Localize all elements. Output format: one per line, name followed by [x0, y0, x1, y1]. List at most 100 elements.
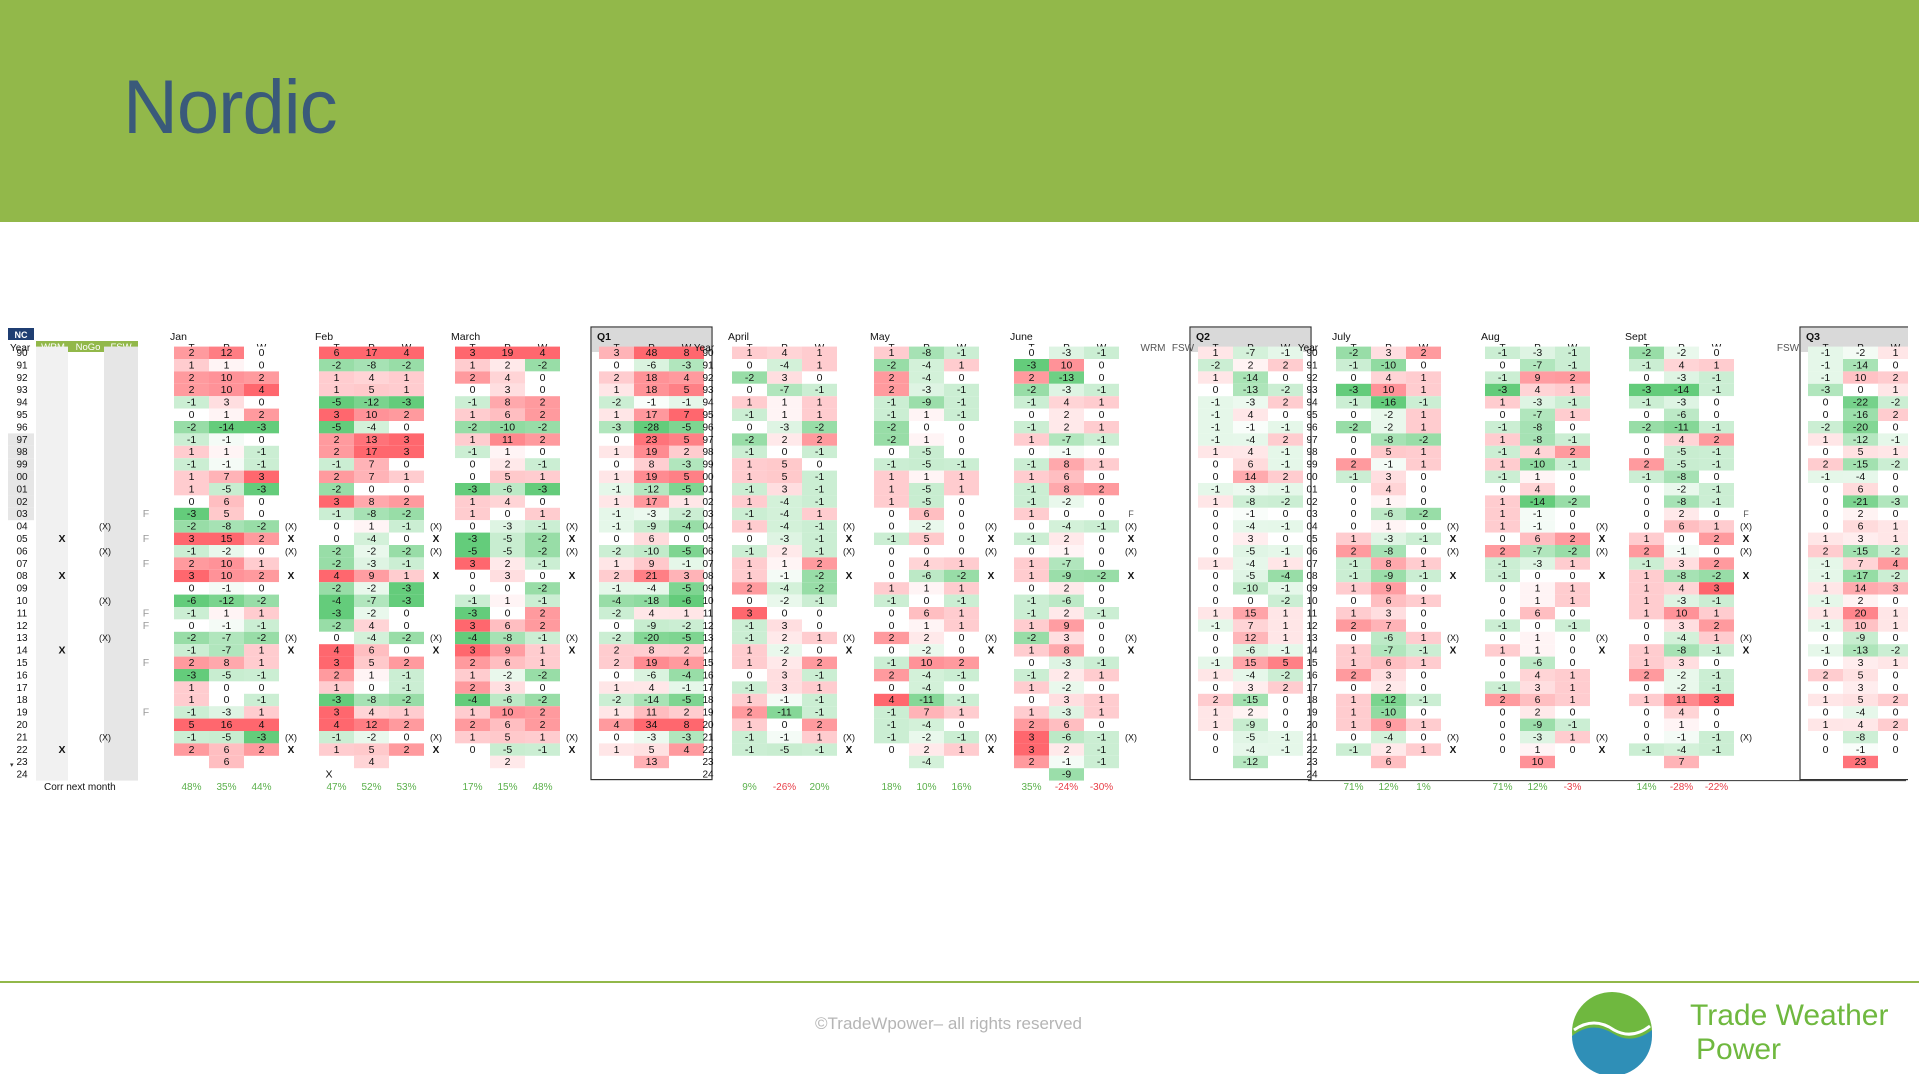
cell-value: 1	[1714, 632, 1720, 644]
heat-cell	[1049, 594, 1084, 607]
cell-value: 2	[614, 570, 620, 582]
cell-value: -2	[538, 533, 547, 545]
heat-cell	[490, 718, 525, 731]
cell-value: -1	[187, 707, 196, 719]
heat-cell	[944, 706, 979, 719]
heat-cell	[174, 359, 209, 372]
cell-value: 0	[1500, 707, 1506, 719]
cell-value: 8	[224, 657, 230, 669]
cell-value: -12	[644, 483, 659, 495]
heat-cell	[669, 631, 704, 645]
heat-cell	[319, 458, 354, 471]
heat-cell	[1485, 383, 1520, 397]
heat-cell	[1843, 346, 1878, 359]
heat-cell	[1520, 507, 1555, 521]
heat-cell	[1629, 731, 1664, 744]
heat-cell	[525, 631, 560, 645]
cell-value: -2	[1027, 384, 1036, 396]
heat-cell	[874, 569, 909, 583]
cell-value: 0	[540, 372, 546, 384]
cell-value: 3	[505, 570, 511, 582]
heat-cell	[244, 470, 279, 483]
cell-value: 0	[924, 545, 930, 557]
heat-cell	[1014, 396, 1049, 409]
year-label: 20	[16, 720, 28, 731]
month-mark: (X)	[566, 546, 578, 556]
heat-cell	[1371, 383, 1406, 397]
heat-cell	[1014, 582, 1049, 595]
year-label: 10	[702, 596, 714, 607]
cell-value: 0	[224, 682, 230, 694]
cell-value: 2	[1064, 409, 1070, 421]
cell-value: -6	[1062, 731, 1071, 743]
heat-cell	[944, 396, 979, 409]
heat-cell	[767, 631, 802, 645]
cell-value: 1	[1570, 409, 1576, 421]
month-name-q3: Q3	[1806, 331, 1820, 343]
month-mark: (X)	[566, 522, 578, 532]
cell-value: -1	[1349, 397, 1358, 409]
cell-value: 0	[889, 607, 895, 619]
cell-value: 4	[889, 694, 895, 706]
heat-cell	[244, 693, 279, 707]
heat-cell	[1555, 371, 1590, 384]
heat-cell	[1268, 731, 1303, 744]
heat-cell	[1084, 545, 1119, 558]
cell-value: 0	[614, 434, 620, 446]
cell-value: 6	[1064, 719, 1070, 731]
heat-cell	[1233, 718, 1268, 731]
heat-cell	[802, 483, 837, 496]
heat-cell	[732, 569, 767, 583]
heat-cell	[1014, 421, 1049, 434]
heat-cell	[669, 383, 704, 397]
cell-value: -2	[538, 583, 547, 595]
cell-value: 1	[540, 645, 546, 657]
heat-cell	[174, 346, 209, 359]
cell-value: -1	[1211, 409, 1220, 421]
cell-value: 0	[1283, 372, 1289, 384]
cell-value: -3	[1027, 359, 1036, 371]
heat-cell	[209, 470, 244, 483]
cell-value: -7	[1062, 558, 1071, 570]
heat-cell	[1664, 408, 1699, 421]
heat-cell	[669, 433, 704, 446]
cell-value: 1	[259, 657, 265, 669]
month-mark: (X)	[1447, 522, 1459, 532]
cell-value: 6	[1248, 459, 1254, 471]
heat-cell	[1699, 520, 1734, 533]
heat-cell	[1233, 755, 1268, 769]
heat-cell	[490, 656, 525, 669]
heat-cell	[767, 569, 802, 583]
heat-cell	[732, 582, 767, 595]
cell-value: -3	[187, 669, 196, 681]
cell-value: 0	[1644, 446, 1650, 458]
year-label: 07	[1306, 559, 1318, 570]
cell-value: -5	[922, 483, 931, 495]
heat-cell	[1629, 470, 1664, 483]
heat-cell	[1699, 644, 1734, 657]
corr-value: 53%	[396, 782, 416, 793]
year-label: 95	[702, 410, 714, 421]
cell-value: 17	[646, 496, 658, 508]
heat-cell	[1843, 607, 1878, 620]
heat-cell	[909, 569, 944, 583]
cell-value: -1	[1419, 397, 1428, 409]
cell-value: -1	[957, 384, 966, 396]
corr-value: 17%	[462, 782, 482, 793]
heat-cell	[490, 383, 525, 397]
heat-cell	[634, 445, 669, 459]
heat-cell	[1629, 458, 1664, 471]
heat-cell	[669, 706, 704, 719]
heat-cell	[319, 656, 354, 669]
heat-cell	[874, 656, 909, 669]
heat-cell	[767, 445, 802, 459]
cell-value: 0	[1714, 471, 1720, 483]
heat-cell	[209, 507, 244, 521]
cell-value: 0	[1893, 483, 1899, 495]
cell-value: -14	[1530, 496, 1545, 508]
cell-value: 1	[1500, 459, 1506, 471]
heat-cell	[1233, 371, 1268, 384]
cell-value: 2	[259, 570, 265, 582]
cell-value: 0	[470, 459, 476, 471]
cell-value: 6	[505, 719, 511, 731]
